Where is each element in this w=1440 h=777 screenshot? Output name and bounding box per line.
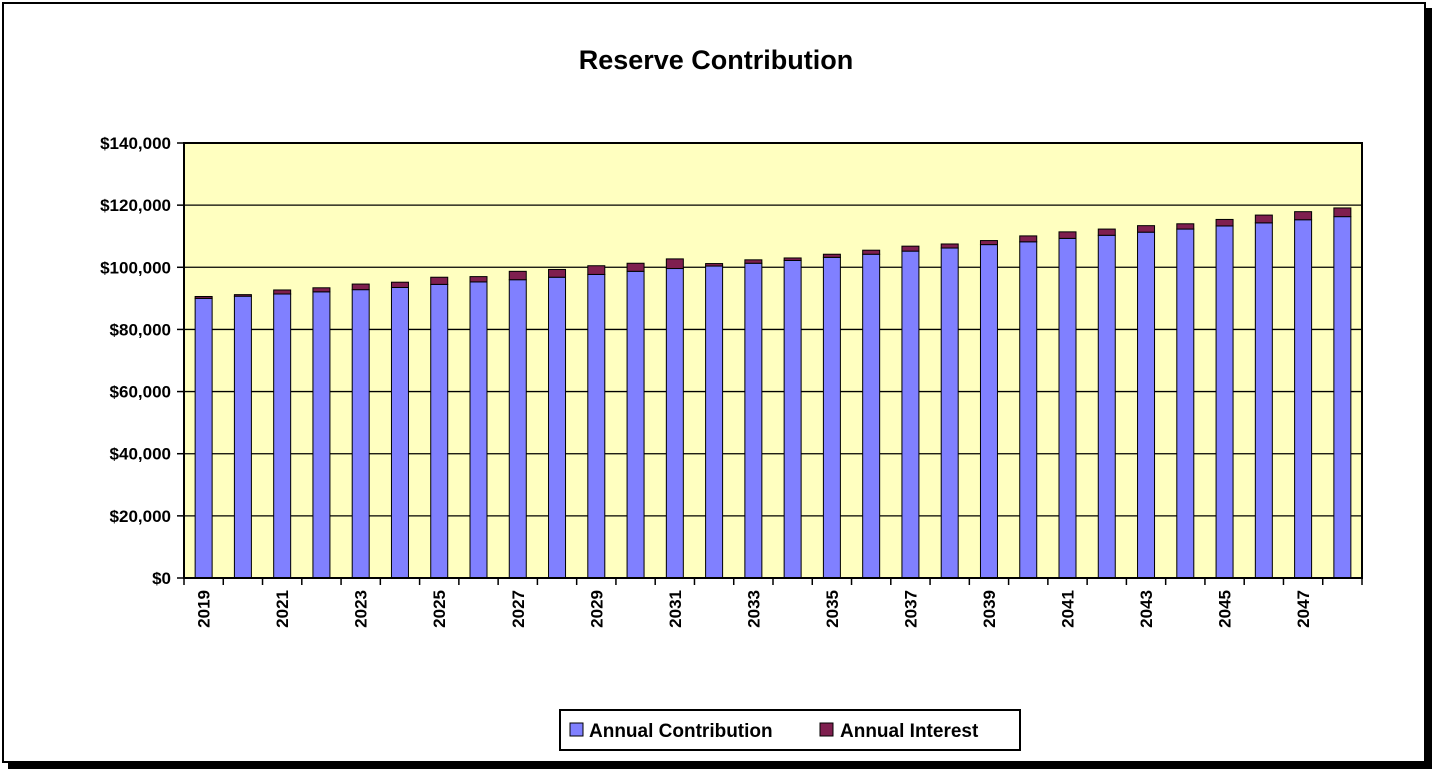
axes <box>183 142 1363 579</box>
bar-annual-interest <box>548 268 567 278</box>
bar-annual-contribution <box>744 262 763 579</box>
x-tick-label: 2041 <box>1059 590 1078 628</box>
bar-annual-interest <box>901 245 920 252</box>
bar-annual-contribution <box>1097 234 1116 579</box>
bar-annual-interest <box>783 257 802 261</box>
y-tick-label: $60,000 <box>110 383 171 402</box>
bar-annual-contribution <box>273 293 292 579</box>
bar-annual-contribution <box>822 256 841 579</box>
bar-annual-interest <box>1058 231 1077 239</box>
bar-annual-contribution <box>194 297 213 579</box>
bar-annual-contribution <box>351 289 370 579</box>
bar-annual-contribution <box>1333 216 1352 579</box>
bar-annual-interest <box>705 263 724 267</box>
bar-annual-contribution <box>312 291 331 579</box>
bar-annual-interest <box>273 289 292 295</box>
bar-annual-contribution <box>1176 228 1195 579</box>
legend-swatch-annual-interest <box>819 722 834 737</box>
bar-annual-contribution <box>783 259 802 579</box>
legend-label-annual-contribution: Annual Contribution <box>589 721 773 742</box>
x-axis-labels: 2019 2021 2023 2025 2027 2029 2031 2033 2035 2037… <box>195 590 1313 628</box>
bar-annual-interest <box>194 295 213 299</box>
bars <box>194 207 1352 579</box>
bar-annual-contribution <box>901 250 920 579</box>
bar-annual-contribution <box>430 283 449 579</box>
bar-annual-contribution <box>233 295 252 579</box>
x-tick-label: 2033 <box>744 590 763 628</box>
bar-annual-interest <box>1176 223 1195 230</box>
bar-annual-interest <box>508 270 527 281</box>
bar-annual-contribution <box>665 268 684 579</box>
x-tick-label: 2047 <box>1294 590 1313 628</box>
bar-annual-interest <box>1215 218 1234 227</box>
x-tick-label: 2039 <box>980 590 999 628</box>
bar-annual-contribution <box>1137 231 1156 579</box>
x-tick-label: 2043 <box>1137 590 1156 628</box>
legend-box <box>559 709 1021 751</box>
x-tick-label: 2045 <box>1216 590 1235 628</box>
x-tick-label: 2031 <box>666 590 685 628</box>
x-tick-label: 2029 <box>587 590 606 628</box>
y-tick-label: $0 <box>152 569 171 588</box>
x-tick-label: 2027 <box>509 590 528 628</box>
bar-annual-interest <box>744 259 763 264</box>
bar-annual-interest <box>430 276 449 285</box>
plot-area <box>184 143 1362 578</box>
bar-annual-interest <box>1137 225 1156 233</box>
bar-annual-interest <box>979 240 998 246</box>
bar-annual-contribution <box>705 265 724 579</box>
bar-annual-contribution <box>1294 219 1313 579</box>
bar-annual-interest <box>1254 214 1273 224</box>
chart-title: Reserve Contribution <box>579 45 854 75</box>
y-tick-label: $100,000 <box>100 258 171 277</box>
bar-annual-interest <box>940 243 959 249</box>
x-tick-label: 2025 <box>430 590 449 628</box>
x-tick-label: 2019 <box>195 590 214 628</box>
bar-annual-contribution <box>508 279 527 579</box>
bar-annual-contribution <box>390 286 409 579</box>
bar-annual-interest <box>1097 228 1116 236</box>
bar-annual-interest <box>351 283 370 291</box>
y-axis-labels: $0 $20,000 $40,000 $60,000 $80,000 $100,000 $1… <box>100 134 171 588</box>
bar-annual-contribution <box>469 281 488 579</box>
y-tick-label: $120,000 <box>100 196 171 215</box>
legend-swatch-annual-contribution <box>569 722 584 737</box>
bar-annual-contribution <box>1019 241 1038 579</box>
bar-annual-interest <box>626 262 645 272</box>
y-tick-label: $80,000 <box>110 320 171 339</box>
bar-annual-interest <box>862 249 881 255</box>
y-tick-label: $40,000 <box>110 445 171 464</box>
bar-annual-interest <box>469 276 488 283</box>
x-tick-label: 2037 <box>901 590 920 628</box>
bar-annual-contribution <box>587 273 606 579</box>
bar-annual-interest <box>665 258 684 270</box>
bar-annual-contribution <box>940 247 959 579</box>
y-tick-label: $20,000 <box>110 507 171 526</box>
bar-annual-interest <box>312 287 331 293</box>
bar-annual-interest <box>390 281 409 288</box>
x-tick-label: 2023 <box>352 590 371 628</box>
bar-annual-interest <box>822 253 841 258</box>
bar-annual-interest <box>587 265 606 275</box>
bar-annual-interest <box>1333 207 1352 218</box>
bar-annual-contribution <box>979 244 998 579</box>
bar-annual-contribution <box>1254 222 1273 579</box>
x-tick-label: 2035 <box>823 590 842 628</box>
x-tick-label: 2021 <box>273 590 292 628</box>
bar-annual-contribution <box>862 253 881 579</box>
bar-annual-contribution <box>626 270 645 579</box>
bar-annual-interest <box>1294 211 1313 221</box>
bar-annual-contribution <box>1215 225 1234 579</box>
legend: Annual Contribution Annual Interest <box>559 709 1021 751</box>
y-tick-label: $140,000 <box>100 134 171 153</box>
legend-label-annual-interest: Annual Interest <box>840 721 979 742</box>
plot-border <box>183 142 1363 579</box>
bar-annual-interest <box>1019 235 1038 243</box>
bar-annual-interest <box>233 294 252 297</box>
bar-annual-contribution <box>1058 237 1077 579</box>
bar-annual-contribution <box>548 276 567 579</box>
